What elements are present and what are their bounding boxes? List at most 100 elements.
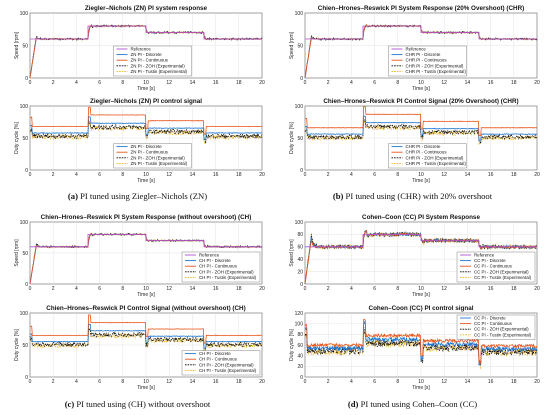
x-tick-label: 14 (465, 379, 471, 385)
x-tick-label: 2 (52, 379, 55, 385)
x-tick-label: 20 (259, 80, 265, 86)
legend-box (181, 251, 261, 283)
legend-entry: Reference (131, 47, 152, 52)
x-tick-label: 8 (396, 286, 399, 292)
x-tick-label: 12 (166, 286, 172, 292)
legend-entry: ZN PI - Continuous (131, 150, 169, 155)
series-line-reference (305, 234, 537, 248)
legend-box (113, 45, 192, 77)
y-tick-label: 100 (295, 104, 304, 110)
x-axis-label: Time [s] (412, 292, 430, 298)
x-tick-label: 10 (143, 172, 149, 178)
x-tick-label: 6 (373, 286, 376, 292)
series-line-zoh (304, 118, 538, 144)
legend-entry: CH PI - Discrete (199, 351, 231, 356)
x-tick-label: 0 (29, 80, 32, 86)
x-tick-label: 4 (350, 172, 353, 178)
x-tick-label: 14 (190, 80, 196, 86)
legend-box (388, 45, 467, 77)
series-line-tustin (29, 120, 263, 145)
caption-a: (a) PI tuned using Ziegler–Nichols (ZN) (0, 191, 275, 201)
x-tick-label: 12 (441, 80, 447, 86)
x-tick-label: 20 (259, 172, 265, 178)
legend-entry: CC PI - Discrete (474, 258, 506, 263)
y-tick-label: 0 (300, 76, 303, 82)
legend-entry: CHR PI - Discrete (406, 144, 441, 149)
y-tick-label: 0 (300, 282, 303, 288)
x-tick-label: 0 (304, 172, 307, 178)
y-tick-label: 50 (22, 343, 28, 349)
x-tick-label: 6 (98, 286, 101, 292)
y-tick-label: 50 (297, 43, 303, 49)
y-tick-label: 80 (297, 332, 303, 338)
chart-panel-c-top: 0 2 4 6 8 10 12 14 16 18 20 0 50 100 Chien–Hrones–Resw… (14, 214, 265, 298)
legend-box (113, 143, 192, 169)
y-tick-label: 0 (25, 76, 28, 82)
x-tick-label: 10 (418, 80, 424, 86)
x-tick-label: 0 (304, 379, 307, 385)
x-tick-label: 12 (441, 379, 447, 385)
x-tick-label: 14 (465, 80, 471, 86)
caption-d-text: PI tuned using Cohen–Coon (CC) (358, 399, 478, 409)
y-tick-label: 0 (25, 282, 28, 288)
legend-entry: ZN PI - Tustin (Experimental) (131, 69, 188, 74)
x-tick-label: 16 (213, 379, 219, 385)
chart-title: Ziegler–Nichols (ZN) PI control signal (90, 98, 202, 105)
x-tick-label: 12 (166, 172, 172, 178)
y-axis-label: Duty cycle [%] (289, 122, 295, 154)
legend-box (456, 314, 536, 340)
x-tick-label: 2 (52, 80, 55, 86)
legend-entry: CC PI - Discrete (474, 316, 506, 321)
x-tick-label: 2 (327, 286, 330, 292)
x-tick-label: 16 (488, 286, 494, 292)
y-tick-label: 100 (295, 220, 304, 226)
x-tick-label: 18 (236, 286, 242, 292)
chart-panel-b-top: 0 2 4 6 8 10 12 14 16 18 20 0 50 100 Chien–Hrones–Resw… (289, 5, 540, 92)
x-tick-label: 0 (29, 379, 32, 385)
chart-title: Cohen–Coon (CC) PI control signal (369, 305, 474, 312)
y-tick-label: 0 (25, 375, 28, 381)
x-tick-label: 18 (236, 80, 242, 86)
legend-box (181, 350, 261, 376)
y-tick-label: 20 (297, 269, 303, 275)
legend-entry: ZN PI - Tustin (Experimental) (131, 161, 188, 166)
y-tick-label: 80 (297, 232, 303, 238)
x-tick-label: 4 (350, 286, 353, 292)
legend-entry: CH PI - Discrete (199, 258, 231, 263)
x-tick-label: 16 (213, 286, 219, 292)
x-tick-label: 20 (534, 172, 540, 178)
x-tick-label: 18 (511, 172, 517, 178)
series-line-zoh (29, 327, 263, 353)
x-tick-label: 6 (98, 80, 101, 86)
x-tick-label: 8 (396, 379, 399, 385)
x-tick-label: 0 (304, 286, 307, 292)
x-tick-label: 4 (75, 286, 78, 292)
y-axis-label: Duty cycle [%] (14, 329, 20, 361)
legend-entry: Reference (199, 253, 220, 258)
y-tick-label: 20 (297, 364, 303, 370)
y-tick-label: 0 (25, 168, 28, 174)
legend-entry: CHR PI - Discrete (406, 52, 441, 57)
chart-title: Cohen–Coon (CC) PI System Response (362, 214, 480, 221)
legend-entry: ZN PI - ZOH (Experimental) (131, 155, 186, 160)
y-tick-label: 40 (297, 257, 303, 263)
chart-title: Chien–Hrones–Reswick PI Control Signal (… (323, 98, 518, 105)
caption-a-text: PI tuned using Ziegler–Nichols (ZN) (77, 191, 208, 201)
x-axis-label: Time [s] (137, 86, 155, 92)
x-tick-label: 12 (441, 172, 447, 178)
caption-b: (b) PI tuned using (CHR) with 20% oversh… (275, 191, 550, 201)
x-tick-label: 6 (98, 379, 101, 385)
legend-entry: CC PI - Continuous (474, 264, 513, 269)
y-tick-label: 60 (297, 245, 303, 251)
y-tick-label: 100 (20, 311, 29, 317)
y-axis-label: Speed [rpm] (289, 31, 295, 59)
x-tick-label: 10 (143, 286, 149, 292)
x-tick-label: 10 (143, 80, 149, 86)
caption-c-text: PI tuned using (CH) without overshoot (74, 399, 211, 409)
